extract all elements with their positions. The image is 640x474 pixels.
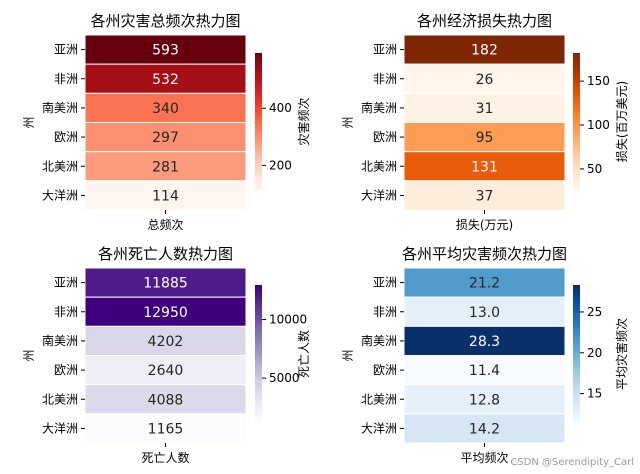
heatmap-cell [84,325,247,357]
colorbar-label: 损失(百万美元) [614,81,629,162]
heatmap-cell [84,296,247,327]
y-tick-label: 北美洲 [361,159,397,173]
heatmap-cell [84,267,247,298]
heatmap-cell [403,92,566,124]
colorbar-label: 平均灾害频次 [614,318,629,390]
y-tick-label: 大洋洲 [361,420,397,435]
colorbar-tick-label: 10000 [269,313,307,327]
y-tick-label: 亚洲 [54,276,78,290]
y-tick-label: 非洲 [54,72,78,86]
colorbar-tick-label: 50 [587,162,602,176]
heatmap-cell [403,413,566,444]
heatmap-cell [84,63,247,94]
colorbar-tick-label: 200 [269,158,292,172]
chart-title: 各州经济损失热力图 [417,12,552,30]
cell-value-label: 4202 [148,334,184,350]
y-tick-label: 欧洲 [373,363,397,377]
y-tick-label: 南美洲 [361,100,397,115]
colorbar [573,53,580,190]
colorbar-tick-label: 100 [587,118,610,132]
cell-value-label: 28.3 [469,334,500,350]
y-tick-label: 欧洲 [54,363,78,377]
cell-value-label: 11885 [143,276,188,292]
y-axis-label: 州 [22,116,36,128]
colorbar [255,285,262,423]
y-tick-label: 北美洲 [42,392,78,406]
colorbar [255,53,262,190]
heatmap-cell [84,355,247,386]
heatmap-cell [403,355,566,386]
cell-value-label: 114 [152,188,179,204]
y-axis-label: 州 [341,349,355,361]
chart-title: 各州灾害总频次热力图 [90,12,240,30]
heatmap-cell [403,151,566,182]
y-tick-label: 亚洲 [373,43,397,57]
heatmap-cell [84,34,247,65]
y-tick-label: 南美洲 [42,100,78,115]
heatmap-cell [84,413,247,444]
y-tick-label: 非洲 [54,305,78,319]
y-axis-label: 州 [341,116,355,128]
cell-value-label: 281 [152,159,179,175]
y-tick-label: 亚洲 [54,43,78,57]
colorbar-tick-label: 20 [587,346,602,360]
y-tick-label: 欧洲 [54,130,78,144]
heatmap-cell [403,122,566,153]
chart-title: 各州死亡人数热力图 [98,245,233,263]
cell-value-label: 2640 [148,363,184,379]
cell-value-label: 11.4 [469,363,500,379]
colorbar-label: 死亡人数 [296,330,311,378]
watermark: CSDN @Serendipity_Carl [510,457,634,468]
colorbar [573,285,580,423]
heatmap-cell [403,34,566,65]
heatmap-cell [403,267,566,298]
cell-value-label: 131 [471,159,498,175]
cell-value-label: 13.0 [469,305,500,321]
y-tick-label: 欧洲 [373,130,397,144]
colorbar-tick-label: 5000 [269,371,300,385]
cell-value-label: 95 [476,130,494,146]
cell-value-label: 21.2 [469,276,500,292]
y-tick-label: 南美洲 [42,333,78,348]
cell-value-label: 297 [152,130,179,146]
cell-value-label: 12950 [143,305,188,321]
y-tick-label: 非洲 [373,72,397,86]
cell-value-label: 340 [152,101,179,117]
y-tick-label: 北美洲 [361,392,397,406]
colorbar-tick-label: 25 [587,305,602,319]
y-tick-label: 亚洲 [373,276,397,290]
colorbar-tick-label: 400 [269,101,292,115]
heatmap-cell [403,325,566,357]
y-tick-label: 大洋洲 [42,420,78,435]
cell-value-label: 1165 [148,421,184,437]
y-tick-label: 大洋洲 [361,187,397,202]
y-tick-label: 非洲 [373,305,397,319]
chart-title: 各州平均灾害频次热力图 [402,245,567,263]
heatmap-cell [403,296,566,327]
x-tick-label: 总频次 [147,218,183,232]
cell-value-label: 12.8 [469,392,500,408]
x-tick-label: 损失(万元) [456,217,513,232]
y-tick-label: 北美洲 [42,159,78,173]
y-axis-label: 州 [22,349,36,361]
cell-value-label: 4088 [148,392,184,408]
colorbar-label: 灾害频次 [296,97,311,145]
x-tick-label: 平均频次 [460,451,508,465]
colorbar-tick-label: 150 [587,74,610,88]
y-tick-label: 大洋洲 [42,187,78,202]
cell-value-label: 182 [471,43,498,59]
colorbar-tick-label: 15 [587,387,602,401]
heatmap-cell [84,180,247,211]
cell-value-label: 593 [152,43,179,59]
cell-value-label: 31 [476,101,494,117]
cell-value-label: 26 [476,72,494,88]
y-tick-label: 南美洲 [361,333,397,348]
x-tick-label: 死亡人数 [141,450,189,465]
cell-value-label: 532 [152,72,179,88]
cell-value-label: 14.2 [469,421,500,437]
cell-value-label: 37 [476,188,494,204]
